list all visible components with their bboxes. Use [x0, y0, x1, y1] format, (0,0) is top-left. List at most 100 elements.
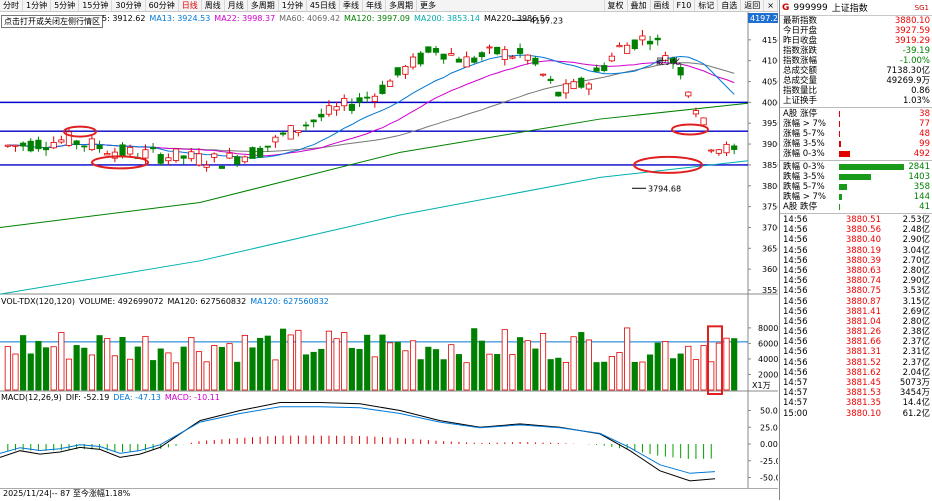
tool-button-4[interactable]: 标记	[695, 0, 719, 11]
stat-value: 1.03%	[902, 96, 930, 106]
candle-body	[234, 156, 241, 165]
period-tab-11[interactable]: 45日线	[307, 0, 341, 11]
candle-body	[646, 40, 654, 45]
period-tab-12[interactable]: 季线	[340, 0, 364, 11]
tick-row[interactable]: 14:56 3880.63 2.80亿	[783, 265, 930, 276]
volume-bar	[58, 332, 65, 391]
period-toolbar: 分时 1分钟 5分钟 15分钟 30分钟 60分钟 日线 周线 月线 多周期 1分钟 45日线 季线 年线…	[0, 0, 778, 12]
period-tab-8[interactable]: 月线	[225, 0, 248, 11]
tick-row[interactable]: 14:56 3881.04 2.80亿	[783, 316, 930, 327]
tick-row[interactable]: 14:56 3881.26 2.38亿	[783, 327, 930, 338]
candle-body	[150, 147, 157, 150]
candle-body	[119, 144, 126, 156]
period-tab-6[interactable]: 日线	[179, 0, 202, 11]
macd-tick-label: 0.00	[760, 440, 778, 449]
tick-row[interactable]: 14:56 3880.75 3.53亿	[783, 286, 930, 297]
period-tab-1[interactable]: 1分钟	[23, 0, 52, 11]
stat-value: -1.00%	[899, 56, 930, 66]
tick-row[interactable]: 14:56 3881.41 2.69亿	[783, 306, 930, 317]
volume-bar	[12, 353, 19, 391]
candle-body	[127, 146, 134, 155]
tick-row[interactable]: 14:56 3881.52 2.37亿	[783, 357, 930, 368]
period-tab-2[interactable]: 5分钟	[51, 0, 80, 11]
distribution-row: 涨幅 0-3% 492	[780, 149, 932, 159]
candle-body	[562, 83, 570, 94]
period-tab-10[interactable]: 1分钟	[279, 0, 307, 11]
tool-button-6[interactable]: 返回	[741, 0, 765, 11]
tick-row[interactable]: 14:56 3880.19 3.04亿	[783, 245, 930, 256]
minimize-button[interactable]: 最小化	[656, 57, 680, 66]
tick-row[interactable]: 14:56 3880.40 2.90亿	[783, 235, 930, 246]
stat-value: 0.86	[911, 86, 930, 96]
candle-body	[669, 58, 677, 64]
distribution-label: 涨幅 3-5%	[783, 139, 825, 149]
kline-chart-svg[interactable]: 4200415041004050400039503900385038003750…	[0, 12, 786, 500]
candle-body	[662, 55, 669, 61]
price-tick-label: 3650	[762, 244, 778, 253]
close-icon[interactable]: ×	[764, 0, 778, 11]
candle-body	[203, 164, 210, 168]
ma-legend: 5: 3912.62 MA13: 3924.53 MA22: 3998.37 MA60…	[102, 14, 554, 24]
candle-body	[27, 140, 34, 152]
tick-row[interactable]: 14:56 3880.39 2.70亿	[783, 255, 930, 266]
tick-row[interactable]: 14:56 3880.87 3.15亿	[783, 296, 930, 307]
tool-button-1[interactable]: 叠加	[628, 0, 651, 11]
distribution-count: 2841	[908, 162, 930, 172]
toggle-left-panel-button[interactable]: 点击打开或关闭左侧行情区	[1, 15, 103, 28]
price-tick-label: 3850	[762, 161, 778, 170]
candle-body	[631, 39, 638, 50]
volume-bar	[631, 361, 638, 391]
tool-button-0[interactable]: 复权	[603, 0, 628, 11]
tool-button-3[interactable]: F10	[674, 0, 696, 11]
volume-bar	[302, 354, 310, 391]
volume-bar	[195, 351, 203, 391]
period-tab-3[interactable]: 15分钟	[79, 0, 113, 11]
ma-legend-item: MA60: 4069.42	[279, 14, 341, 23]
volume-bar	[685, 345, 692, 391]
tick-row[interactable]: 15:00 3880.10 61.2亿	[783, 408, 930, 419]
period-tab-0[interactable]: 分时	[0, 0, 23, 11]
tool-button-2[interactable]: 画线	[651, 0, 674, 11]
tick-row[interactable]: 14:57 3881.45 5073万	[783, 378, 930, 388]
tick-row[interactable]: 14:56 3881.31 2.31亿	[783, 347, 930, 358]
tick-row[interactable]: 14:57 3881.53 3454万	[783, 388, 930, 399]
tick-list[interactable]: 14:56 3880.51 2.53亿 14:56 3880.56 2.48亿 14:56 3…	[780, 215, 932, 419]
candle-body	[310, 119, 317, 123]
volume-bar	[692, 359, 700, 391]
tool-button-5[interactable]: 自选	[718, 0, 742, 11]
period-tab-9[interactable]: 多周期	[248, 0, 279, 11]
tick-row[interactable]: 14:56 3880.56 2.48亿	[783, 225, 930, 236]
tick-row[interactable]: 14:56 3881.62 2.04亿	[783, 367, 930, 378]
distribution-bar	[839, 184, 848, 190]
tick-row[interactable]: 14:56 3880.51 2.53亿	[783, 215, 930, 225]
stat-value: 49269.9万	[886, 76, 930, 86]
volume-bar	[35, 340, 42, 391]
tick-row[interactable]: 14:56 3880.74 2.90亿	[783, 276, 930, 287]
period-tab-13[interactable]: 年线	[363, 0, 387, 11]
distribution-count: 144	[913, 192, 930, 202]
tick-row[interactable]: 14:57 3881.35 14.4亿	[783, 398, 930, 409]
candle-body	[371, 95, 378, 102]
period-tab-14[interactable]: 多周期	[386, 0, 418, 11]
period-tab-5[interactable]: 60分钟	[146, 0, 179, 11]
candle-body	[731, 145, 738, 150]
vol-legend-item: VOLUME: 492699072	[78, 297, 164, 306]
candle-body	[578, 77, 585, 88]
price-tick-label: 4000	[762, 98, 778, 107]
period-tab-15[interactable]: 更多	[420, 1, 437, 10]
ma-legend-item: MA220: 3986.56	[483, 14, 550, 23]
volume-bar	[402, 350, 409, 391]
macd-tick-label: -25.00	[760, 457, 778, 466]
candle-body	[387, 80, 394, 87]
period-tab-7[interactable]: 周线	[202, 0, 225, 11]
price-tick-label: 3900	[762, 140, 778, 149]
tick-row[interactable]: 14:56 3881.66 2.37亿	[783, 337, 930, 348]
stat-row: 指数涨幅 -1.00%	[780, 56, 932, 66]
candle-body	[402, 66, 409, 75]
stat-row: 总成交额 7138.30亿	[780, 66, 932, 76]
kline-chart-area[interactable]: 4200415041004050400039503900385038003750…	[0, 12, 786, 500]
macd-legend-item: DEA: -47.13	[113, 393, 161, 402]
volume-bar	[394, 341, 401, 391]
period-tab-4[interactable]: 30分钟	[112, 0, 146, 11]
vol-tick-label: 80000	[758, 324, 778, 333]
